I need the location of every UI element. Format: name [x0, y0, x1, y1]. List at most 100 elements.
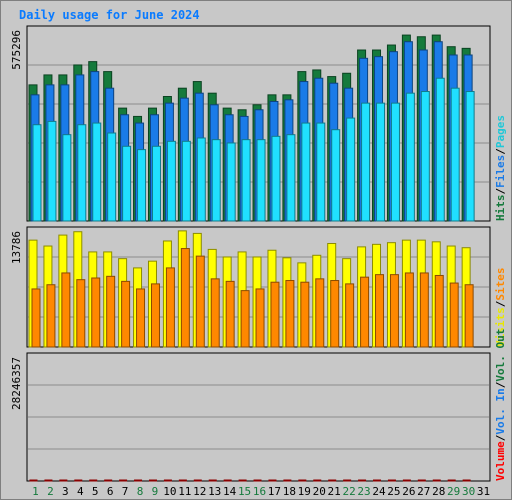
bar-volume-day-28: [432, 479, 441, 482]
bar-pages-day-24: [376, 102, 386, 222]
legend-top: Hits/Files/Pages: [494, 115, 507, 221]
bar-pages-day-6: [107, 132, 117, 222]
bars-panel-1: [28, 34, 475, 222]
bar-sites-day-24: [375, 274, 385, 348]
bar-sites-day-13: [210, 278, 220, 348]
legend-entry: /: [494, 148, 507, 155]
bar-volume-day-11: [178, 479, 187, 482]
bar-pages-day-28: [435, 77, 445, 222]
x-tick-label-8: 8: [137, 485, 144, 498]
bar-volume-day-10: [163, 479, 172, 482]
x-tick-label-26: 26: [402, 485, 415, 498]
x-tick-label-28: 28: [432, 485, 445, 498]
bars-panel-3: [29, 479, 471, 482]
x-tick-label-13: 13: [208, 485, 221, 498]
bar-volume-day-30: [462, 479, 471, 482]
x-tick-label-27: 27: [417, 485, 430, 498]
bar-sites-day-30: [464, 284, 474, 348]
x-tick-label-19: 19: [298, 485, 311, 498]
legend-entry: Volume: [494, 441, 507, 481]
legend-bottom: Volume/Vol. In/Vol. Out: [494, 329, 507, 481]
legend-entry: Vol. In: [494, 388, 507, 434]
bar-pages-day-5: [92, 122, 102, 222]
x-tick-label-15: 15: [238, 485, 251, 498]
bar-volume-day-9: [148, 479, 157, 482]
bar-volume-day-3: [59, 479, 68, 482]
bar-sites-day-17: [270, 281, 280, 348]
legend-entry: /: [494, 300, 507, 307]
bars-panel-2: [28, 230, 474, 348]
bar-sites-day-2: [46, 284, 56, 348]
x-tick-label-1: 1: [32, 485, 39, 498]
x-tick-label-11: 11: [178, 485, 191, 498]
bar-pages-day-12: [196, 137, 206, 222]
legend-entry: Vol. Out: [494, 329, 507, 382]
bar-volume-day-15: [238, 479, 247, 482]
bar-sites-day-6: [106, 275, 116, 348]
bar-sites-day-27: [419, 272, 429, 348]
legend-entry: Files: [494, 155, 507, 188]
legend-middle: Visits/Sites: [494, 268, 507, 348]
bar-volume-day-26: [402, 479, 411, 482]
bar-volume-day-1: [29, 479, 38, 482]
legend-entry: Visits: [494, 307, 507, 347]
x-tick-label-23: 23: [357, 485, 370, 498]
bar-sites-day-19: [300, 281, 310, 348]
bar-volume-day-5: [89, 479, 98, 482]
x-tick-label-3: 3: [62, 485, 69, 498]
bar-sites-day-12: [195, 255, 205, 348]
bar-sites-day-29: [449, 282, 459, 348]
bar-pages-day-23: [361, 102, 371, 222]
bar-pages-day-26: [405, 92, 415, 222]
x-tick-label-30: 30: [462, 485, 475, 498]
x-tick-label-21: 21: [328, 485, 341, 498]
legend-entry: Sites: [494, 268, 507, 301]
legend-entry: Hits: [494, 195, 507, 222]
bar-pages-day-14: [226, 142, 236, 222]
bar-pages-day-9: [151, 145, 161, 222]
bar-volume-day-22: [343, 479, 352, 482]
bar-pages-day-13: [211, 139, 221, 222]
bar-volume-day-7: [119, 479, 128, 482]
bar-volume-day-29: [447, 479, 456, 482]
bar-volume-day-18: [283, 479, 292, 482]
bar-pages-day-1: [32, 124, 42, 222]
bar-sites-day-7: [121, 280, 131, 348]
x-tick-label-18: 18: [283, 485, 296, 498]
bar-volume-day-4: [74, 479, 83, 482]
x-tick-label-10: 10: [163, 485, 176, 498]
x-tick-label-31: 31: [477, 485, 490, 498]
y-max-label-3: 28246357: [10, 357, 23, 410]
x-tick-label-24: 24: [372, 485, 386, 498]
bar-volume-day-20: [313, 479, 322, 482]
x-tick-label-16: 16: [253, 485, 266, 498]
bar-pages-day-16: [256, 139, 266, 222]
bar-sites-day-15: [240, 290, 250, 348]
x-tick-label-17: 17: [268, 485, 281, 498]
bar-volume-day-6: [104, 479, 113, 482]
legend-entry: /: [494, 381, 507, 388]
bar-sites-day-28: [434, 274, 444, 348]
bar-pages-day-3: [62, 134, 72, 222]
bar-pages-day-20: [316, 122, 326, 222]
bar-volume-day-21: [328, 479, 337, 482]
bar-pages-day-8: [137, 149, 147, 222]
bar-sites-day-10: [165, 267, 175, 348]
bar-volume-day-17: [268, 479, 277, 482]
bar-volume-day-25: [387, 479, 396, 482]
x-tick-label-5: 5: [92, 485, 99, 498]
x-tick-label-14: 14: [223, 485, 237, 498]
legend-entry: /: [494, 434, 507, 441]
bar-sites-day-16: [255, 288, 265, 348]
bar-volume-day-16: [253, 479, 262, 482]
legend-entry: /: [494, 188, 507, 195]
bar-volume-day-24: [373, 479, 382, 482]
bar-pages-day-19: [301, 122, 311, 222]
y-max-label-2: 13786: [10, 231, 23, 264]
bar-sites-day-3: [61, 272, 71, 348]
bar-sites-day-11: [180, 248, 190, 348]
bar-sites-day-5: [91, 277, 101, 348]
x-tick-label-2: 2: [47, 485, 54, 498]
bar-pages-day-4: [77, 124, 87, 222]
bar-sites-day-8: [136, 288, 146, 348]
